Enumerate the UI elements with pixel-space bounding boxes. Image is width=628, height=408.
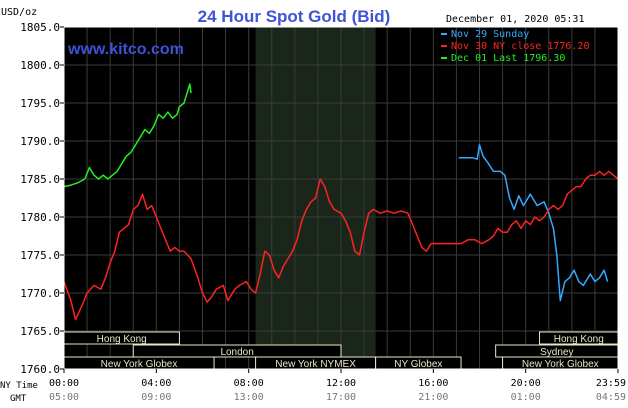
- x-tick-label-gmt: 21:00: [418, 392, 448, 403]
- market-session-label: Hong Kong: [554, 334, 604, 345]
- y-tick-label: 1800.0: [20, 59, 60, 72]
- x-tick-label-ny: 04:00: [141, 378, 171, 389]
- y-tick-label: 1790.0: [20, 135, 60, 148]
- y-tick-label: 1805.0: [20, 21, 60, 34]
- y-tick-label: 1775.0: [20, 249, 60, 262]
- x-tick-label-ny: 00:00: [49, 378, 79, 389]
- x-tick-label-ny: 23:59: [596, 378, 626, 389]
- series-line-3: [63, 83, 192, 188]
- grid-lines: [63, 26, 619, 370]
- market-session-label: NY Globex: [394, 359, 442, 370]
- y-tick-label: 1780.0: [20, 211, 60, 224]
- market-session-label: New York NYMEX: [275, 359, 356, 370]
- legend-entry: Nov 30 NY close 1776.20: [451, 41, 589, 52]
- legend-entry: Nov 29 Sunday: [451, 29, 529, 40]
- legend-entry: Dec 01 Last 1796.30: [451, 53, 565, 64]
- market-session-label: Sydney: [540, 347, 573, 358]
- x-tick-label-gmt: 05:00: [49, 392, 79, 403]
- unit-label: USD/oz: [1, 7, 37, 18]
- x-tick-label-ny: 20:00: [511, 378, 541, 389]
- x-tick-label-gmt: 17:00: [326, 392, 356, 403]
- x-tick-label-gmt: 01:00: [511, 392, 541, 403]
- y-tick-label: 1795.0: [20, 97, 60, 110]
- x-tick-label-ny: 16:00: [418, 378, 448, 389]
- x-axis-ticks: 00:00 05:00 04:00 09:00 08:00 13:00 12:00 17:00…: [49, 369, 626, 403]
- y-tick-label: 1765.0: [20, 325, 60, 338]
- x-tick-label-gmt: 04:59: [596, 392, 626, 403]
- x-tick-label-gmt: 09:00: [141, 392, 171, 403]
- market-session-label: Hong Kong: [97, 334, 147, 345]
- watermark: www.kitco.com: [67, 41, 184, 58]
- market-session-label: London: [220, 347, 253, 358]
- market-session-label: New York Globex: [101, 359, 178, 370]
- y-tick-label: 1770.0: [20, 287, 60, 300]
- x-tick-label-ny: 12:00: [326, 378, 356, 389]
- price-series: [63, 83, 619, 321]
- y-tick-label: 1785.0: [20, 173, 60, 186]
- timestamp: December 01, 2020 05:31: [446, 14, 584, 25]
- market-session-box: [132, 344, 342, 358]
- x-tick-label-gmt: 13:00: [234, 392, 264, 403]
- series-line-1: [458, 144, 609, 302]
- series-line-2: [63, 170, 619, 321]
- y-tick-label: 1760.0: [20, 363, 60, 376]
- ny-time-label: NY Time: [0, 381, 38, 391]
- gmt-label: GMT: [10, 394, 27, 404]
- chart-title: 24 Hour Spot Gold (Bid): [198, 7, 391, 26]
- market-session-label: New York Globex: [522, 359, 599, 370]
- y-axis-ticks: 1760.0 1765.0 1770.0 1775.0 1780.0 1785.0 1790…: [20, 21, 64, 376]
- x-tick-label-ny: 08:00: [234, 378, 264, 389]
